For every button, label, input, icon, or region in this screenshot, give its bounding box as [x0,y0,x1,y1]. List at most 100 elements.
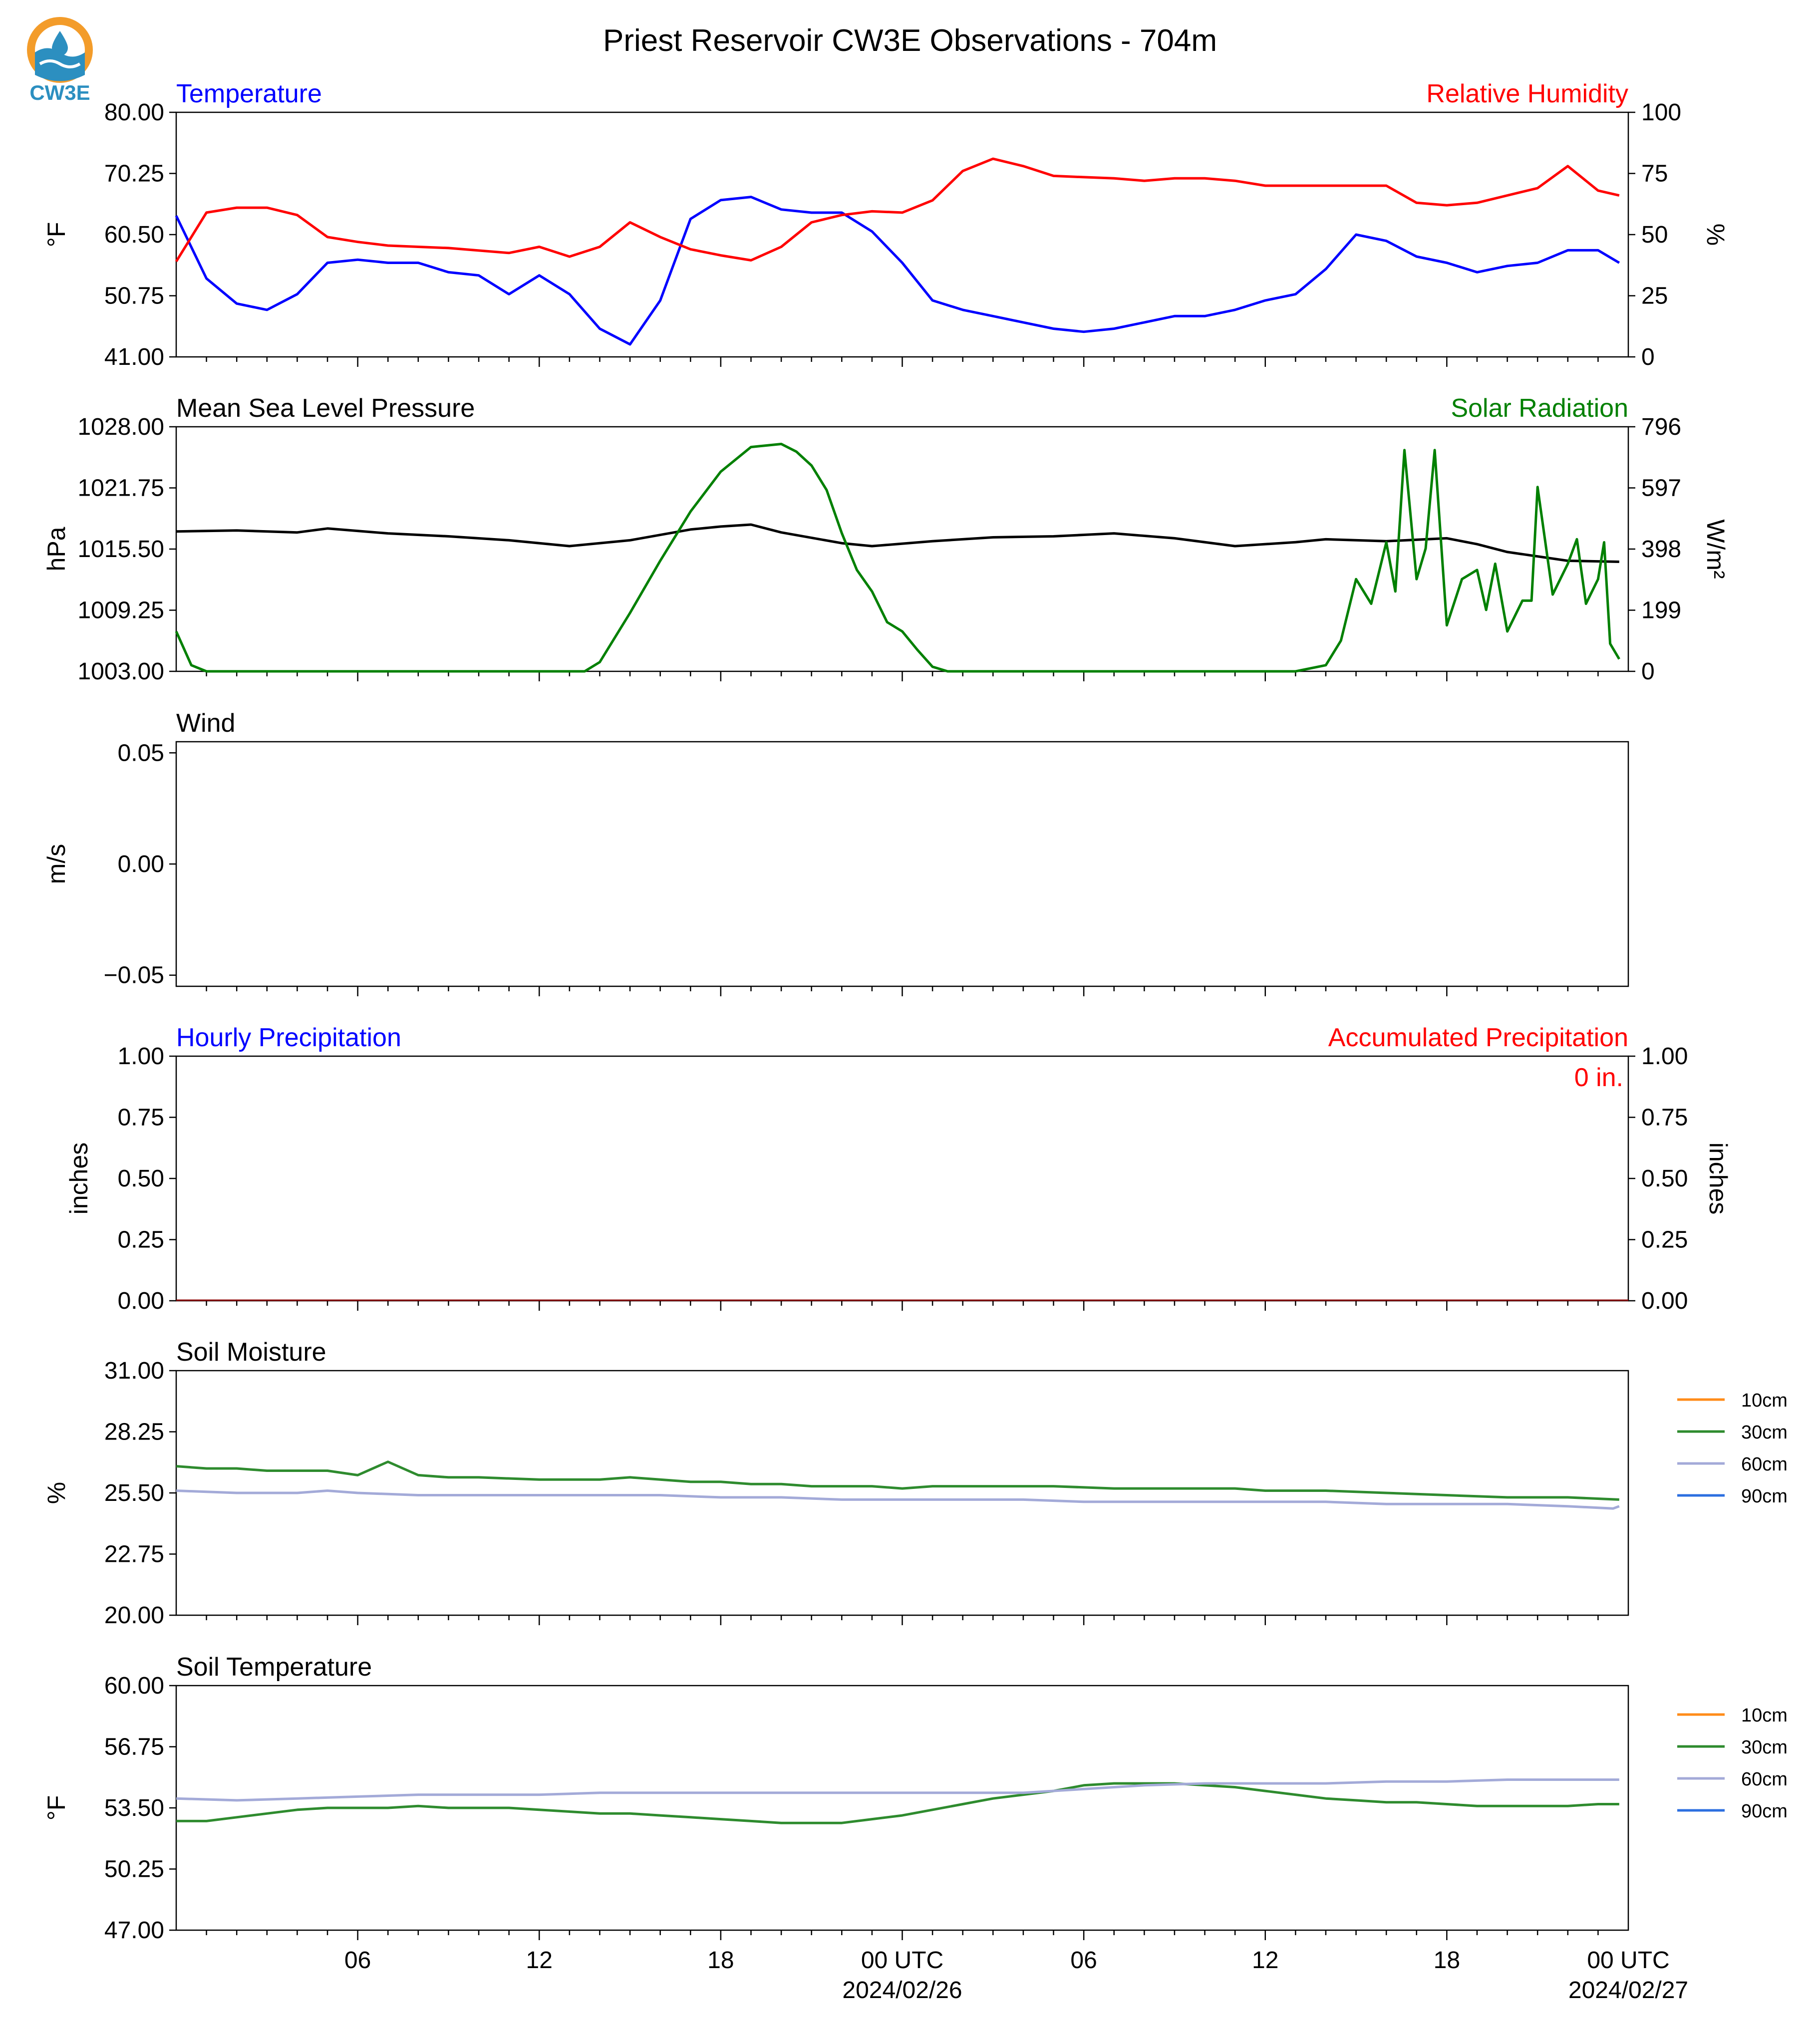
series-line [175,157,1620,263]
y-tick-label-right: 398 [1641,536,1681,563]
y-tick-label: 0.75 [118,1105,164,1131]
y-tick-label-right: 0 [1641,344,1655,370]
panel-title-right: Solar Radiation [1451,394,1628,423]
panel-title-left: Temperature [176,79,322,108]
y-tick-label: 0.25 [118,1227,164,1253]
panel-title-right: Accumulated Precipitation [1328,1023,1628,1052]
y-axis-label: hPa [42,527,70,571]
series-line-30cm [176,1460,1619,1501]
y-tick-label-right: 1.00 [1641,1043,1688,1070]
panel-title-left: Mean Sea Level Pressure [176,394,475,423]
x-tick-label: 12 [1252,1947,1278,1974]
y-tick-label: 25.50 [104,1480,164,1506]
y-axis-label: % [42,1482,70,1504]
y-tick-label: 80.00 [104,99,164,126]
y-axis-label: inches [65,1143,93,1215]
y-tick-label: 0.00 [118,1288,164,1314]
accumulated-total-label: 0 in. [1574,1063,1623,1092]
x-tick-label: 12 [526,1947,553,1974]
panel-title-left: Soil Temperature [176,1653,372,1682]
y-tick-label: −0.05 [104,962,164,989]
x-tick-label: 18 [1434,1947,1460,1974]
legend-label-60cm: 60cm [1741,1454,1788,1475]
series-line [176,523,1619,563]
logo-droplet [52,31,68,56]
y-tick-label: 1028.00 [77,414,164,440]
panel-title-right: Relative Humidity [1426,79,1628,108]
series-line-30cm [176,1782,1619,1824]
panel-1: Temperature Relative Humidity 80.00 70.25 60… [42,79,1730,370]
y-tick-label: 1003.00 [77,658,164,685]
panel-title-left: Soil Moisture [176,1338,326,1367]
y-tick-label: 31.00 [104,1358,164,1384]
y-tick-label: 1.00 [118,1043,164,1070]
y-axis-label: °F [42,1795,70,1821]
y-tick-label-right: 25 [1641,283,1668,309]
y-tick-label-right: 50 [1641,222,1668,248]
y-tick-label-right: 597 [1641,475,1681,502]
panel-5: Soil Moisture 31.00 28.25 25.50 22.75 20.00% 1… [42,1338,1788,1629]
legend-label-10cm: 10cm [1741,1705,1788,1726]
y-tick-label: 22.75 [104,1541,164,1568]
logo-text: CW3E [29,81,90,104]
y-tick-label: 60.00 [104,1673,164,1699]
y-axis-label: °F [42,222,70,248]
panel-2: Mean Sea Level Pressure Solar Radiation 10… [42,394,1730,685]
legend: 10cm 30cm 60cm 90cm [1677,1705,1788,1822]
legend-label-10cm: 10cm [1741,1390,1788,1411]
y-tick-label-right: 100 [1641,99,1681,126]
y-tick-label: 47.00 [104,1917,164,1944]
y-tick-label: 20.00 [104,1602,164,1629]
y-axis-label-right: inches [1704,1143,1732,1215]
panel-6: Soil Temperature 60.00 56.75 53.50 50.25 47.0… [42,1653,1788,2004]
y-tick-label: 0.05 [118,740,164,766]
x-tick-label: 18 [707,1947,734,1974]
panel-title-left: Hourly Precipitation [176,1023,401,1052]
y-tick-label-right: 75 [1641,161,1668,187]
legend: 10cm 30cm 60cm 90cm [1677,1390,1788,1507]
series-line [175,196,1620,346]
y-tick-label: 50.25 [104,1856,164,1883]
x-tick-label: 06 [344,1947,371,1974]
y-tick-label-right: 0.75 [1641,1105,1688,1131]
y-axis-label-right: W/m² [1702,519,1730,579]
y-axis-label: m/s [42,844,70,884]
y-tick-label: 53.50 [104,1795,164,1821]
y-tick-label: 60.50 [104,222,164,248]
y-tick-label: 0.50 [118,1165,164,1192]
series-line [175,443,1620,673]
cw3e-logo-icon: CW3E [27,17,93,104]
y-tick-label: 1021.75 [77,475,164,502]
legend-label-60cm: 60cm [1741,1769,1788,1790]
y-axis-label-right: % [1702,224,1730,246]
y-tick-label-right: 0.00 [1641,1288,1688,1314]
panel-3: Wind 0.05 0.00 −0.05 m/s [42,709,1629,996]
legend-label-90cm: 90cm [1741,1486,1788,1507]
x-tick-label: 00 UTC [861,1947,943,1974]
series-line-60cm [176,1489,1620,1510]
y-tick-label-right: 0 [1641,658,1655,685]
y-tick-label-right: 0.25 [1641,1227,1688,1253]
y-tick-label: 1015.50 [77,536,164,563]
y-tick-label: 56.75 [104,1734,164,1760]
x-tick-label: 06 [1070,1947,1097,1974]
y-tick-label: 50.75 [104,283,164,309]
y-tick-label: 1009.25 [77,597,164,624]
y-tick-label: 41.00 [104,344,164,370]
legend-label-30cm: 30cm [1741,1422,1788,1443]
y-tick-label-right: 796 [1641,414,1681,440]
y-tick-label-right: 199 [1641,597,1681,624]
x-date-label: 2024/02/26 [842,1977,962,2004]
legend-label-30cm: 30cm [1741,1737,1788,1758]
panel-4: Hourly Precipitation Accumulated Precipit… [65,1023,1732,1314]
x-date-label: 2024/02/27 [1568,1977,1688,2004]
logo-wave-line [39,59,81,68]
y-tick-label: 0.00 [118,851,164,877]
y-tick-label-right: 0.50 [1641,1165,1688,1192]
panel-title-left: Wind [176,709,235,738]
series-line-60cm [176,1778,1619,1802]
x-tick-label: 00 UTC [1587,1947,1669,1974]
panels: Temperature Relative Humidity 80.00 70.25 60… [42,79,1788,2004]
